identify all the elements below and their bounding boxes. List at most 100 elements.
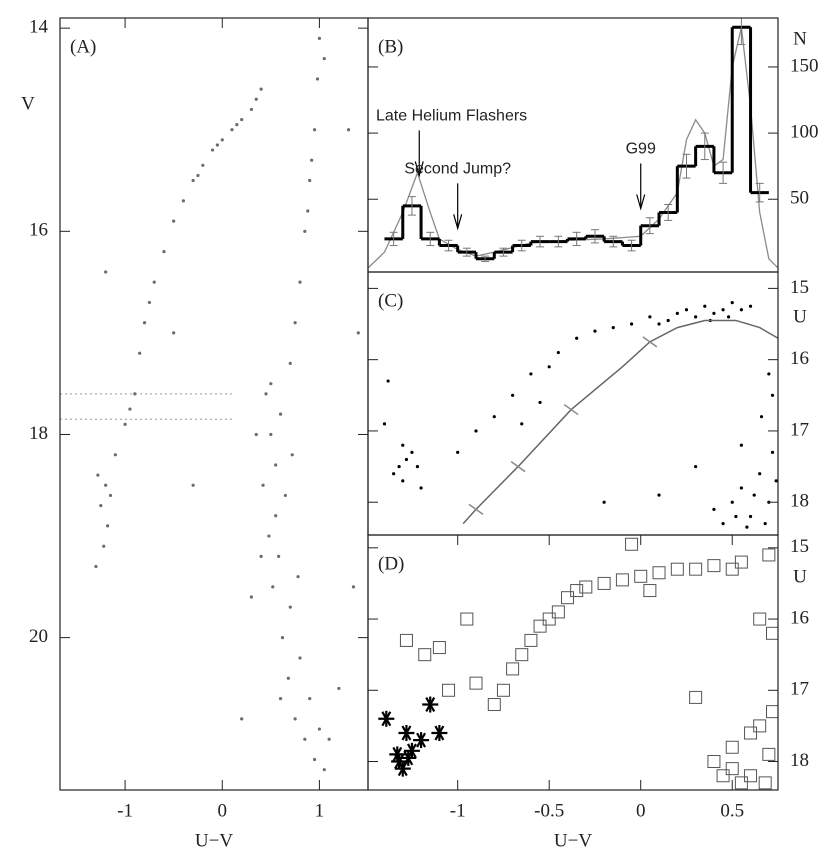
square-marker <box>734 555 748 569</box>
y-tick-label: 15 <box>790 536 809 557</box>
y-axis-label: U <box>793 306 807 327</box>
error-bar <box>536 235 545 248</box>
square-marker <box>652 566 666 580</box>
point <box>770 393 775 397</box>
square-marker <box>570 584 584 598</box>
point <box>748 304 753 308</box>
square-marker <box>469 676 483 690</box>
point <box>748 514 753 519</box>
point <box>629 322 634 326</box>
error-bar <box>609 235 618 248</box>
point <box>648 315 652 319</box>
square-marker <box>579 580 593 594</box>
point <box>767 372 771 376</box>
point <box>492 415 496 419</box>
line-tick <box>510 460 526 473</box>
square-marker <box>542 612 556 626</box>
square-marker <box>432 641 446 655</box>
point <box>296 575 300 579</box>
point <box>269 432 273 437</box>
y-tick-label: 150 <box>790 55 819 76</box>
point <box>99 503 103 508</box>
error-bar <box>554 235 563 248</box>
x-tick-label: 0.5 <box>720 800 744 821</box>
point <box>267 534 271 538</box>
square-marker <box>725 762 739 776</box>
y-tick-label: 17 <box>790 679 809 700</box>
point <box>306 209 310 213</box>
point <box>315 77 320 81</box>
point <box>529 372 533 376</box>
point <box>290 453 294 457</box>
point <box>419 486 423 490</box>
panel <box>378 537 778 790</box>
point <box>113 453 117 457</box>
point <box>694 315 698 319</box>
panel <box>60 36 360 772</box>
line-tick <box>468 503 484 515</box>
x-tick-label: -1 <box>450 800 466 821</box>
point <box>278 412 283 416</box>
square-marker <box>762 747 776 761</box>
point <box>327 737 331 741</box>
y-tick-label: 18 <box>790 750 809 771</box>
x-tick-label: 0 <box>636 800 646 821</box>
square-marker <box>758 776 772 790</box>
point <box>147 300 151 305</box>
square-marker <box>418 648 432 662</box>
square-marker <box>762 548 776 562</box>
point <box>510 393 515 397</box>
point <box>277 554 281 558</box>
point <box>657 493 661 497</box>
point <box>201 163 205 167</box>
frame <box>367 271 779 536</box>
annotation: Late Helium Flashers <box>376 108 527 125</box>
annotation: G99 <box>626 141 656 158</box>
x-tick-label: 0 <box>218 800 228 821</box>
square-marker <box>689 690 703 704</box>
square-marker <box>551 605 565 619</box>
point <box>293 717 297 721</box>
point <box>657 322 661 326</box>
point <box>108 493 113 498</box>
point <box>104 483 108 487</box>
square-marker <box>615 573 629 587</box>
error-bar <box>407 196 416 216</box>
square-marker <box>744 769 758 783</box>
square-marker <box>725 562 739 576</box>
point <box>317 727 322 731</box>
x-tick-label: -0.5 <box>534 800 564 821</box>
error-bar <box>481 255 490 262</box>
point <box>249 107 254 112</box>
point <box>133 392 137 396</box>
point <box>752 493 756 497</box>
asterisk-marker <box>422 696 439 713</box>
point <box>415 464 420 469</box>
point <box>734 514 738 519</box>
point <box>240 717 244 721</box>
error-bar <box>499 247 508 257</box>
asterisk-marker <box>431 725 448 742</box>
point <box>172 331 176 335</box>
point <box>274 514 278 518</box>
square-marker <box>496 683 510 697</box>
y-tick-label: 18 <box>29 423 48 444</box>
point <box>106 524 110 528</box>
point <box>259 87 263 91</box>
point <box>386 379 390 383</box>
error-bar <box>682 153 691 179</box>
y-tick-label: 16 <box>790 607 809 628</box>
point <box>730 500 734 504</box>
error-bar <box>700 132 709 161</box>
square-marker <box>753 612 767 626</box>
x-tick-label: 1 <box>315 800 325 821</box>
point <box>102 544 106 548</box>
point <box>602 500 606 504</box>
y-axis-label: N <box>793 28 807 49</box>
error-bar <box>755 182 764 203</box>
square-marker <box>725 740 739 754</box>
model-line <box>462 319 778 525</box>
point <box>298 656 302 660</box>
point <box>310 158 314 162</box>
y-tick-label: 16 <box>790 348 809 369</box>
